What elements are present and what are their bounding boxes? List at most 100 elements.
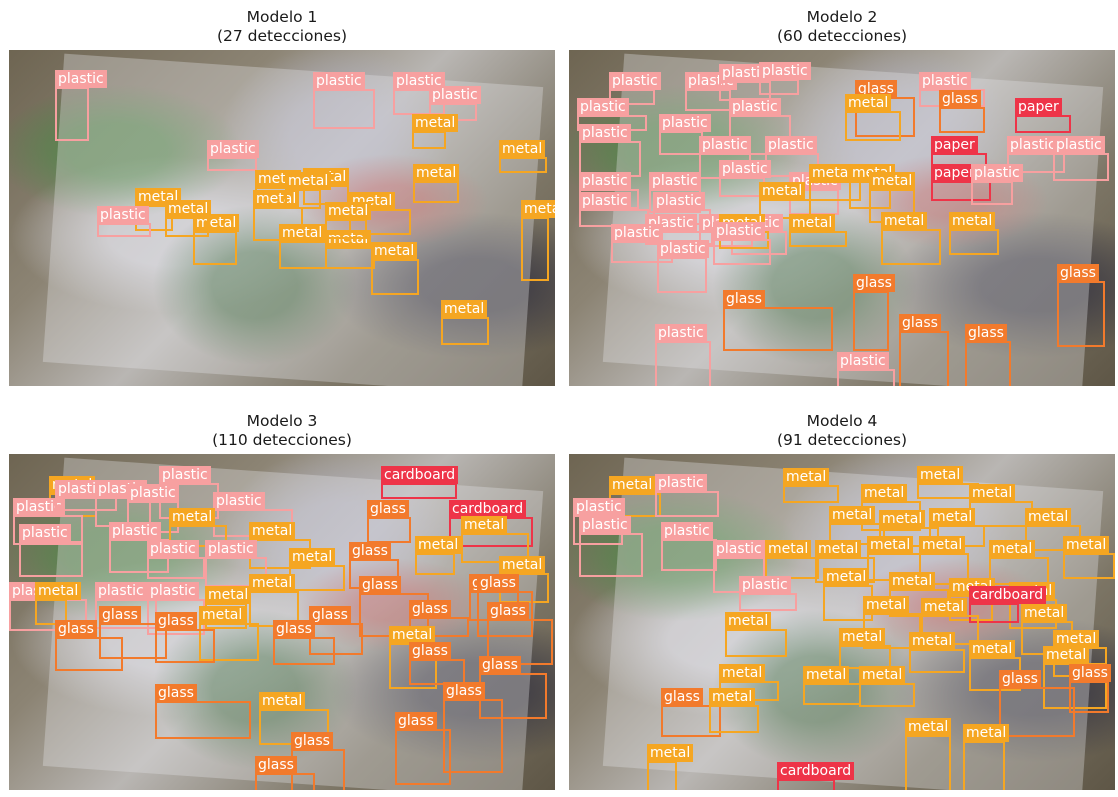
detection-label: metal — [789, 214, 836, 232]
detection-box-glass: glass — [965, 324, 1011, 386]
detection-box-plastic: plastic — [109, 522, 169, 573]
detection-label: metal — [461, 516, 508, 534]
detection-box-plastic: plastic — [611, 224, 673, 263]
detection-label: metal — [415, 536, 462, 554]
detection-image: plastic plastic plastic plastic plastic glass… — [569, 50, 1115, 386]
detection-label: plastic — [759, 62, 811, 80]
detection-label: metal — [1053, 630, 1100, 648]
detection-box-glass: glass — [723, 290, 833, 351]
detection-box-metal: metal — [829, 506, 885, 545]
detection-box-metal: metal — [909, 632, 965, 673]
detection-label: metal — [963, 724, 1010, 742]
detection-label: metal — [989, 540, 1036, 558]
detection-box-metal: metal — [783, 468, 839, 503]
detection-label: plastic — [661, 522, 713, 540]
detection-box-metal: metal — [863, 596, 921, 649]
detection-label: glass — [1069, 664, 1111, 682]
detection-box-metal: metal — [1043, 646, 1107, 709]
detection-label: metal — [917, 466, 964, 484]
detection-label: metal — [859, 666, 906, 684]
detection-label: metal — [325, 230, 372, 248]
detection-box-glass: glass — [939, 90, 985, 133]
detection-label: plastic — [713, 540, 765, 558]
detection-box-plastic: plastic — [653, 192, 711, 225]
detection-label: metal — [809, 164, 856, 182]
detection-label: glass — [899, 314, 941, 332]
detection-label: metal — [863, 596, 910, 614]
detection-label: plastic — [579, 516, 631, 534]
detection-box-metal: metal — [859, 666, 915, 707]
detection-label: paper — [931, 136, 978, 154]
detection-box-metal: metal — [609, 476, 661, 517]
detection-label: metal — [499, 556, 546, 574]
detection-label: glass — [359, 576, 401, 594]
detection-label: metal — [709, 688, 756, 706]
detection-label: plastic — [579, 192, 631, 210]
detection-label: plastic — [127, 484, 179, 502]
detection-label: glass — [155, 684, 197, 702]
detection-box-plastic: plastic — [655, 474, 719, 517]
detection-box-plastic: plastic — [579, 192, 649, 227]
detection-box-metal: metal — [725, 612, 787, 657]
detection-box-plastic: plastic — [579, 516, 643, 577]
panel-subtitle: (110 detecciones) — [212, 431, 352, 449]
detection-label: plastic — [713, 222, 765, 240]
detection-label: plastic — [147, 582, 199, 600]
detection-box-metal: metal — [969, 484, 1033, 527]
detection-label: glass — [999, 670, 1041, 688]
detection-label: plastic — [13, 498, 65, 516]
detection-label: metal — [719, 664, 766, 682]
detection-box-glass: glass — [899, 314, 949, 386]
detection-box-plastic: plastic — [655, 324, 711, 386]
detection-label: paper — [931, 164, 978, 182]
detection-box-cardboard: cardboard — [381, 466, 459, 499]
detection-label: metal — [829, 506, 876, 524]
detection-box-plastic: plastic — [573, 498, 625, 545]
detection-label: glass — [1057, 264, 1099, 282]
detection-label: plastic — [19, 524, 71, 542]
panel-modelo-3: Modelo 3 (110 detecciones) metalplasticp… — [9, 412, 555, 790]
detection-box-metal: metal — [412, 114, 459, 149]
detection-box-metal: metal — [289, 548, 345, 591]
detection-label: metal — [205, 586, 252, 604]
detection-box-metal: metal — [35, 582, 82, 625]
detection-box-metal: metal — [325, 230, 375, 269]
detection-label: metal — [969, 640, 1016, 658]
detection-label: metal — [325, 202, 372, 220]
detection-label: metal — [949, 212, 996, 230]
detection-label: metal — [783, 468, 830, 486]
detection-box-glass: glass — [309, 606, 363, 655]
detection-box-plastic: plastic — [13, 498, 83, 545]
detection-label: glass — [965, 324, 1007, 342]
panel-subtitle: (91 detecciones) — [776, 431, 907, 449]
detection-box-metal: metal — [839, 628, 891, 669]
detection-box-metal: metal — [259, 692, 329, 745]
detection-image: plastic plastic plastic plastic metal metal pl… — [9, 50, 555, 386]
detection-label: plastic — [971, 164, 1023, 182]
detection-label: metal — [929, 508, 976, 526]
detection-box-plastic: plastic — [95, 582, 157, 629]
detection-box-glass: glass — [155, 612, 215, 663]
detection-box-metal: metal — [765, 540, 819, 579]
detection-box-plastic: plastic — [659, 114, 711, 155]
detection-box-plastic: plastic — [313, 72, 375, 129]
detection-label: metal — [969, 484, 1016, 502]
detection-box-metal: metal — [969, 640, 1021, 691]
detection-label: metal — [279, 224, 326, 242]
detection-box-plastic: plastic — [1007, 136, 1065, 173]
detection-box-metal: metal — [869, 172, 916, 223]
detection-label: plastic — [213, 492, 265, 510]
detection-box-plastic: plastic — [207, 140, 259, 171]
detection-box-metal: metal — [285, 172, 332, 209]
detection-label: metal — [412, 114, 459, 132]
detection-label: plastic — [207, 140, 259, 158]
detection-box-metal: metal — [1025, 508, 1081, 551]
detection-label: metal — [609, 476, 656, 494]
detection-label: paper — [1015, 98, 1062, 116]
panel-title: Modelo 1 — [246, 8, 318, 26]
detection-label: plastic — [55, 70, 107, 88]
detection-box-glass: glass — [291, 732, 345, 790]
detection-label: glass — [349, 542, 391, 560]
panel-title: Modelo 4 — [806, 412, 878, 430]
detection-label: plastic — [719, 160, 771, 178]
